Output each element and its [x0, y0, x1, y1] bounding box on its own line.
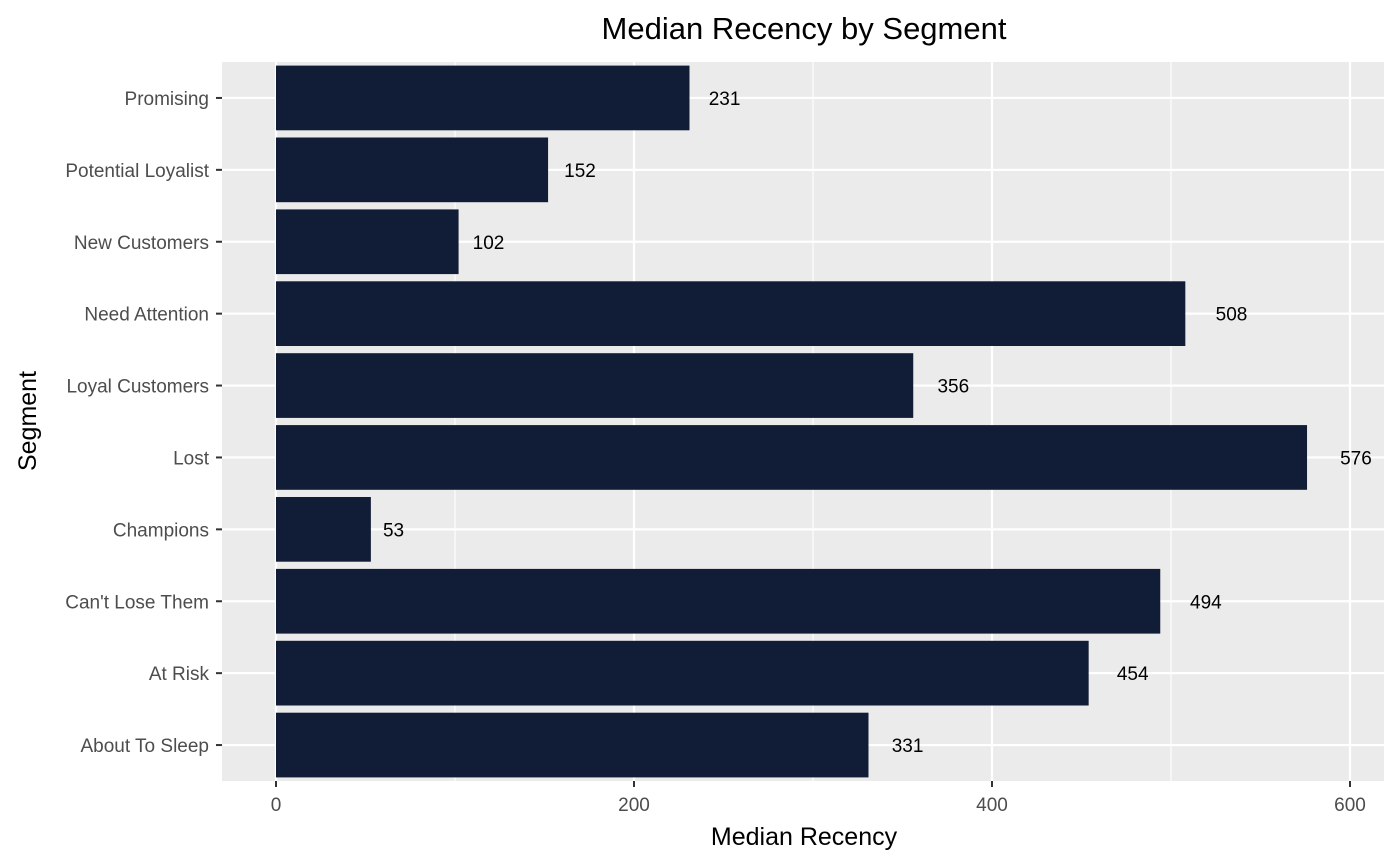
- y-tick-label: Can't Lose Them: [65, 592, 209, 613]
- bar: [276, 425, 1308, 490]
- x-tick-label: 400: [976, 795, 1008, 816]
- y-tick-label: Need Attention: [84, 305, 209, 326]
- bars: [276, 65, 1308, 778]
- data-label: 53: [383, 520, 404, 541]
- data-label: 152: [564, 161, 596, 182]
- bar: [276, 137, 549, 203]
- y-axis-title: Segment: [14, 371, 42, 471]
- bar: [276, 65, 690, 131]
- data-label: 231: [709, 89, 741, 110]
- x-tick-label: 200: [618, 795, 650, 816]
- y-tick-label: Promising: [125, 89, 209, 110]
- bar: [276, 712, 869, 778]
- x-tick-label: 600: [1334, 795, 1366, 816]
- y-tick-label: About To Sleep: [80, 736, 209, 757]
- bar: [276, 281, 1186, 347]
- x-axis-title: Median Recency: [711, 823, 898, 851]
- x-tick-label: 0: [271, 795, 282, 816]
- bar: [276, 209, 459, 275]
- data-label: 494: [1190, 592, 1222, 613]
- data-label: 576: [1340, 448, 1372, 469]
- data-labels: 231 152 102 508 356 576 53 494 454 331: [383, 89, 1372, 757]
- y-tick-label: At Risk: [149, 664, 210, 685]
- chart-title: Median Recency by Segment: [602, 11, 1007, 46]
- data-label: 356: [937, 377, 969, 398]
- bar: [276, 568, 1161, 634]
- y-tick-label: Lost: [173, 448, 210, 469]
- y-axis: Promising Potential Loyalist New Customers…: [65, 89, 222, 757]
- y-tick-label: Loyal Customers: [66, 377, 209, 398]
- bar: [276, 496, 371, 562]
- bar: [276, 640, 1089, 706]
- data-label: 102: [473, 233, 505, 254]
- data-label: 454: [1117, 664, 1149, 685]
- data-label: 508: [1216, 305, 1248, 326]
- y-tick-label: New Customers: [74, 233, 209, 254]
- bar: [276, 353, 914, 418]
- data-label: 331: [892, 736, 924, 757]
- y-tick-label: Potential Loyalist: [65, 161, 209, 182]
- x-axis: 0 200 400 600: [271, 781, 1366, 816]
- y-tick-label: Champions: [113, 520, 209, 541]
